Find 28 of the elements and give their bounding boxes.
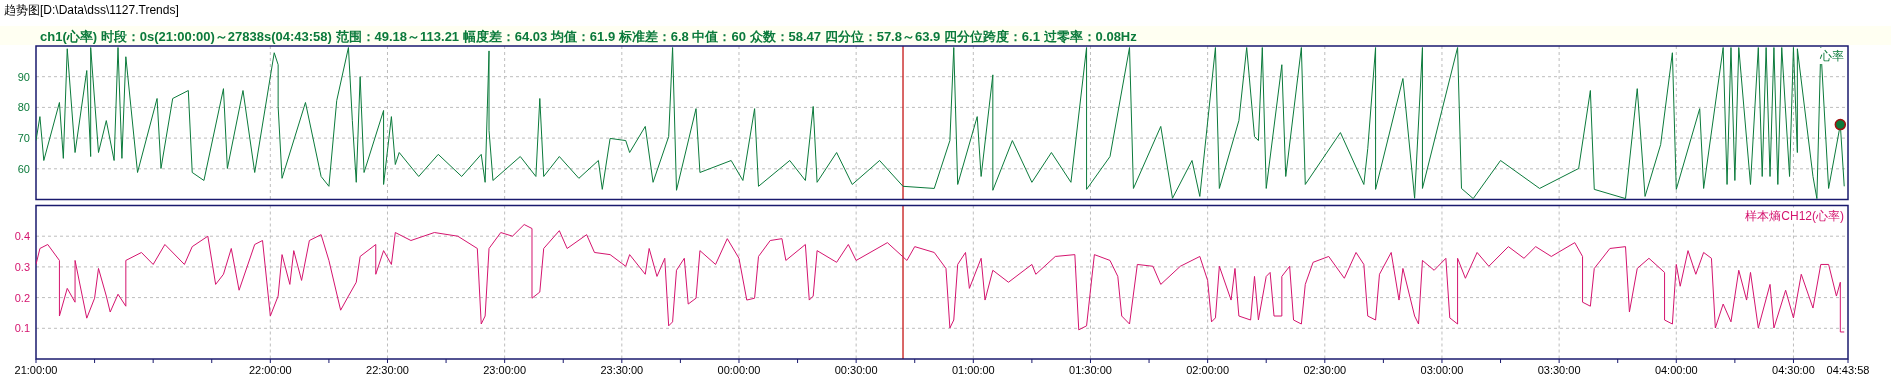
x-tick-label: 02:00:00 (1186, 364, 1230, 376)
x-tick-label: 00:30:00 (834, 364, 878, 376)
x-tick-label: 23:30:00 (600, 364, 644, 376)
x-tick-label: 04:30:00 (1772, 364, 1815, 376)
chart-subtitle: ch1(心率) 时段：0s(21:00:00)～27838s(04:43:58) 范围：49.18～113.21 幅度差：64.03 均值：61.9 标准差：6.8 中值：60 众数：58.47 四分位：57.8～63.9 四分位跨度：6.1 过零率：0.08Hz (40, 29, 1138, 44)
y-tick-label: 60 (17, 162, 30, 175)
series-label: 心率 (1819, 49, 1844, 63)
x-tick-label: 01:00:00 (951, 364, 995, 376)
x-tick-label: 02:30:00 (1303, 364, 1347, 376)
x-tick-label: 00:00:00 (717, 364, 761, 376)
x-tick-label: 03:30:00 (1537, 364, 1581, 376)
y-tick-label: 0.1 (14, 322, 30, 335)
x-tick-label: 22:30:00 (366, 364, 409, 376)
chart-title: 趋势图[D:\Data\dss\1127.Trends] (4, 3, 179, 17)
y-tick-label: 90 (17, 70, 30, 83)
y-tick-label: 80 (17, 101, 30, 114)
x-tick-label: 01:30:00 (1069, 364, 1112, 376)
x-tick-label: 22:00:00 (248, 364, 292, 376)
y-tick-label: 0.2 (14, 291, 30, 304)
text: 样本熵CH12(心率) (1745, 208, 1844, 223)
x-tick-label: 03:00:00 (1420, 364, 1464, 376)
x-tick-label: 23:00:00 (483, 364, 527, 376)
y-tick-label: 0.3 (14, 260, 30, 273)
x-tick-label: 21:00:00 (14, 364, 58, 376)
y-tick-label: 0.4 (14, 230, 30, 243)
x-tick-label: 04:00:00 (1654, 364, 1698, 376)
x-tick-label: 04:43:58 (1826, 364, 1870, 376)
y-tick-label: 70 (17, 132, 30, 145)
